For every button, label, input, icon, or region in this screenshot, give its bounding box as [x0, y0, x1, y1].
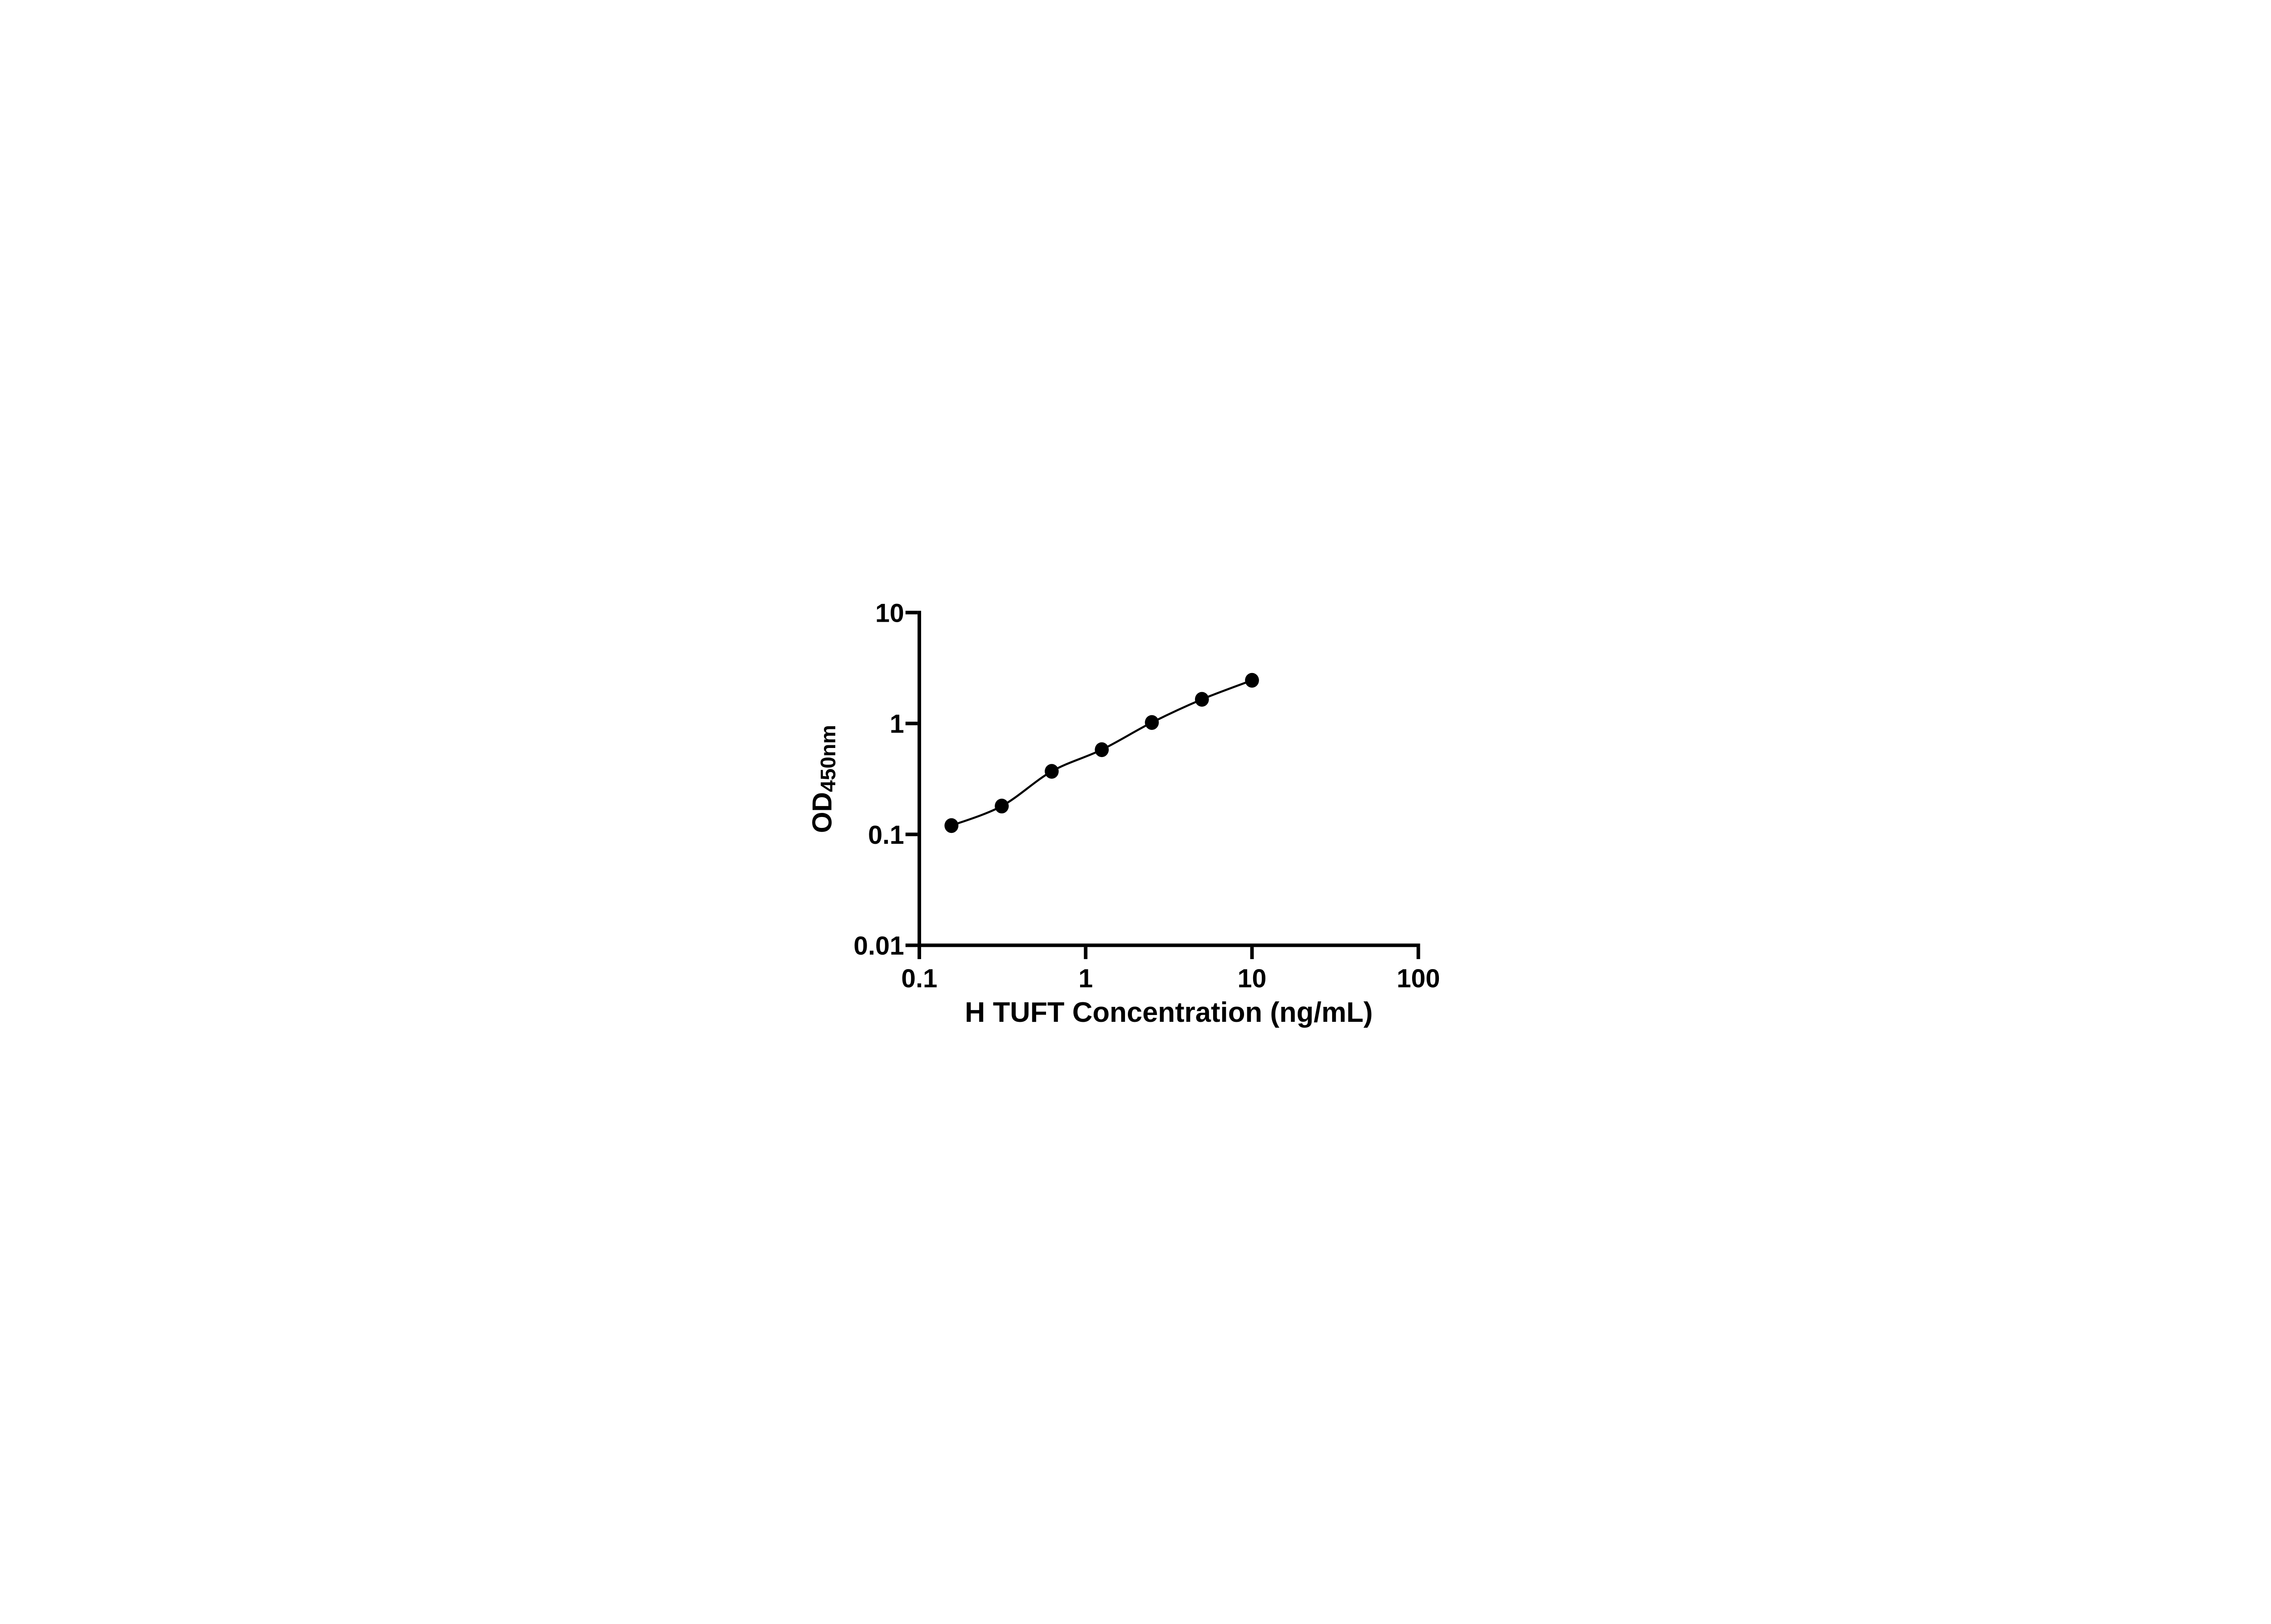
y-tick-label: 0.01 — [853, 931, 904, 961]
y-axis-title: OD450nm — [806, 725, 839, 833]
labels-layer: H TUFT Concentration (ng/mL) OD450nm — [806, 725, 1373, 1028]
x-axis-title: H TUFT Concentration (ng/mL) — [965, 996, 1373, 1028]
data-point-marker — [1145, 715, 1159, 730]
plot-layer — [944, 673, 1259, 833]
data-point-marker — [1245, 673, 1259, 688]
chart-canvas: 10 1 0.1 0.01 0.1 1 10 100 H TUFT Concentration… — [784, 567, 1487, 1057]
x-tick-label: 10 — [1237, 964, 1266, 993]
x-tick-label: 1 — [1078, 964, 1093, 993]
x-tick-label: 100 — [1396, 964, 1439, 993]
y-axis-title-main: OD — [806, 792, 837, 833]
axes-layer: 10 1 0.1 0.01 0.1 1 10 100 — [853, 599, 1440, 993]
y-tick-label: 1 — [889, 709, 904, 738]
y-tick-label: 0.1 — [868, 820, 904, 849]
elisa-standard-curve-figure: 10 1 0.1 0.01 0.1 1 10 100 H TUFT Concentration… — [784, 567, 1487, 1057]
x-tick-label: 0.1 — [901, 964, 937, 993]
data-point-marker — [944, 818, 958, 833]
data-point-marker — [1094, 742, 1109, 757]
y-axis-title-subscript: 450nm — [816, 725, 839, 792]
data-point-marker — [1195, 692, 1209, 707]
y-tick-label: 10 — [875, 599, 904, 628]
data-point-marker — [1044, 763, 1059, 779]
data-point-marker — [994, 798, 1009, 813]
